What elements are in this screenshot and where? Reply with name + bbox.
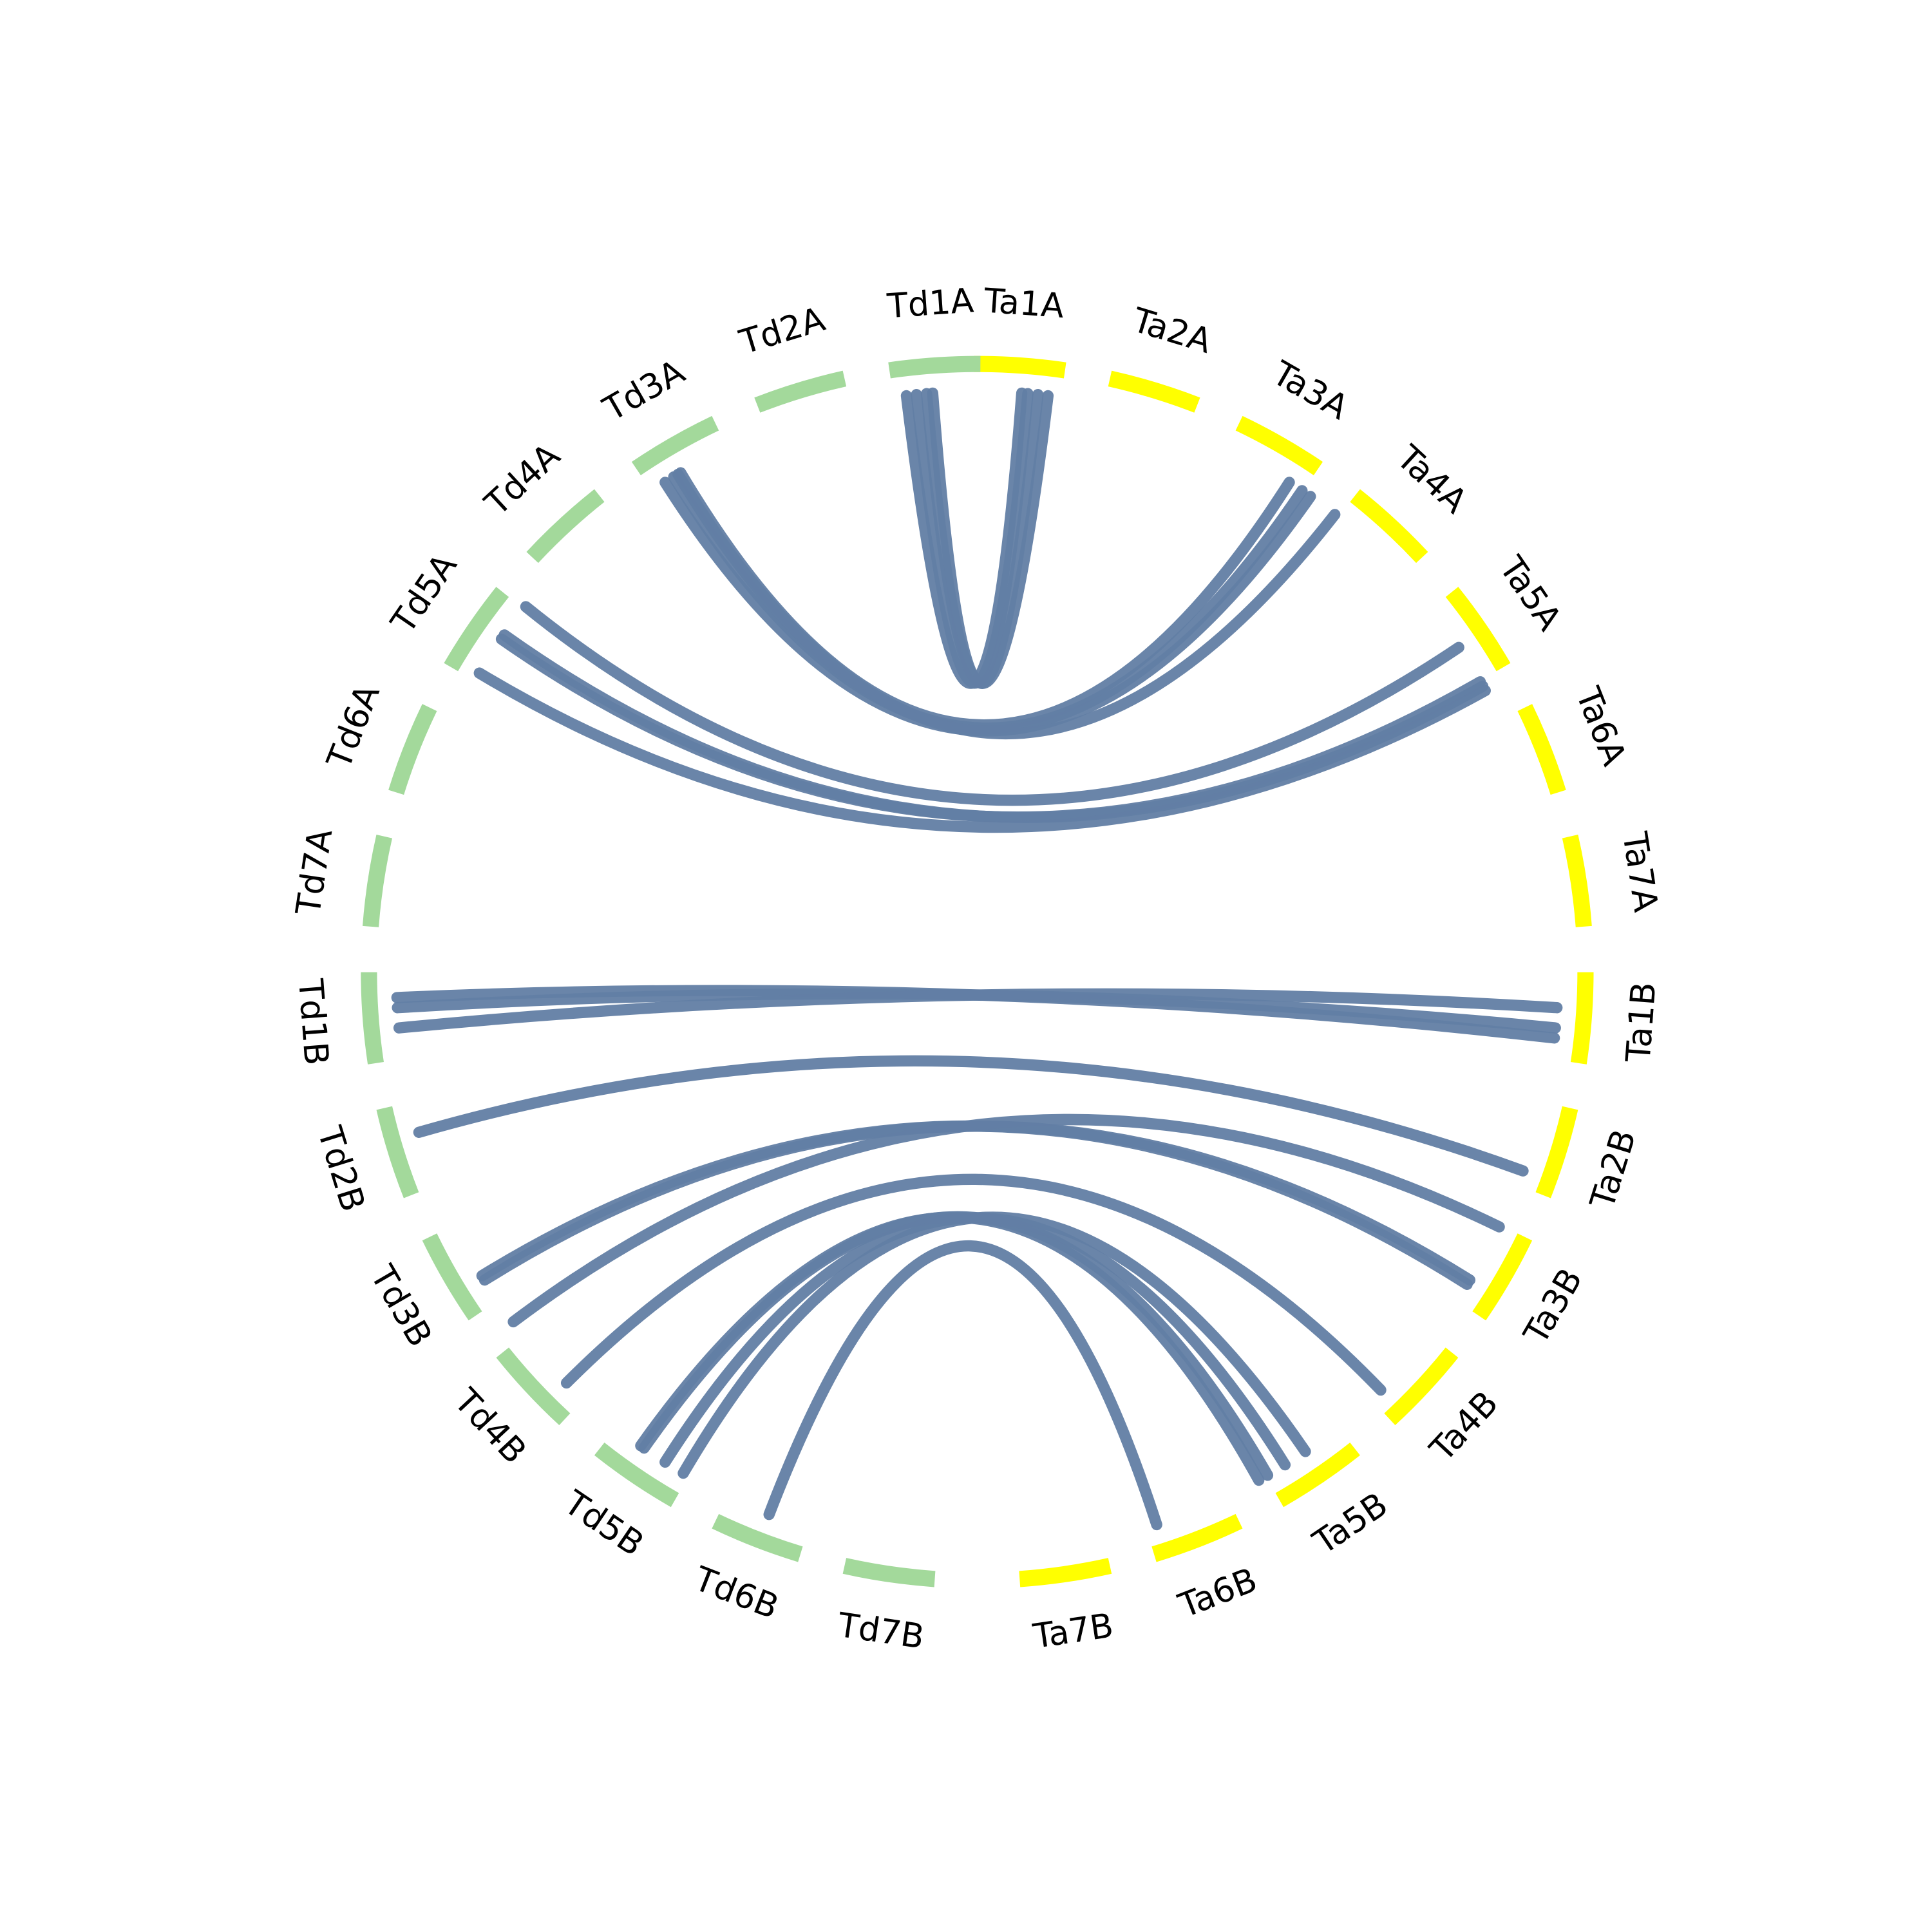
links	[391, 387, 1563, 1531]
link	[413, 1055, 1529, 1177]
chromosome-segment	[1235, 415, 1323, 475]
link	[520, 601, 1464, 806]
chromosome-segment	[1108, 370, 1200, 413]
chromosome-segment	[842, 1558, 936, 1587]
chromosome-segment	[1350, 489, 1428, 564]
chromosome-segment	[388, 704, 437, 795]
chromosome-segment	[526, 489, 605, 564]
link	[763, 1240, 1162, 1531]
link	[393, 988, 1563, 1034]
link	[507, 1113, 1505, 1328]
chromosome-segment	[631, 415, 719, 475]
chromosome-segment	[376, 1106, 419, 1198]
chromosome-segment	[361, 972, 384, 1065]
link	[677, 1211, 1311, 1479]
chromosome-segment	[1384, 1347, 1459, 1426]
ring	[361, 355, 1594, 1587]
chromosome-segment	[444, 587, 509, 672]
link	[911, 388, 1034, 689]
chromosome-segment	[594, 1443, 679, 1508]
link	[560, 1173, 1387, 1396]
chromosome-segment	[1570, 972, 1594, 1065]
chromosome-segment	[974, 355, 1066, 379]
chromosome-label: Ta1B	[1619, 981, 1663, 1065]
chromosome-segment	[422, 1233, 482, 1321]
link	[672, 468, 1341, 740]
chromosome-segment	[1472, 1233, 1533, 1321]
chromosome-segment	[496, 1347, 571, 1426]
link	[473, 667, 1491, 833]
chromosome-segment	[1445, 587, 1511, 672]
chromosome-segment	[754, 370, 847, 413]
chromosome-segment	[1275, 1443, 1360, 1508]
chromosome-label: Td1B	[290, 977, 336, 1066]
chromosome-segment	[1535, 1106, 1578, 1198]
chromosome-segment	[1019, 1558, 1112, 1587]
chromosome-segment	[888, 355, 981, 379]
chromosome-segment	[1562, 835, 1592, 927]
chromosome-segment	[712, 1513, 803, 1562]
chromosome-segment	[363, 835, 393, 927]
chromosome-label: Ta1A	[982, 281, 1065, 326]
chromosome-segment	[1517, 704, 1566, 795]
chromosome-segment	[1151, 1513, 1243, 1562]
chromosome-label: Td1A	[886, 281, 975, 326]
